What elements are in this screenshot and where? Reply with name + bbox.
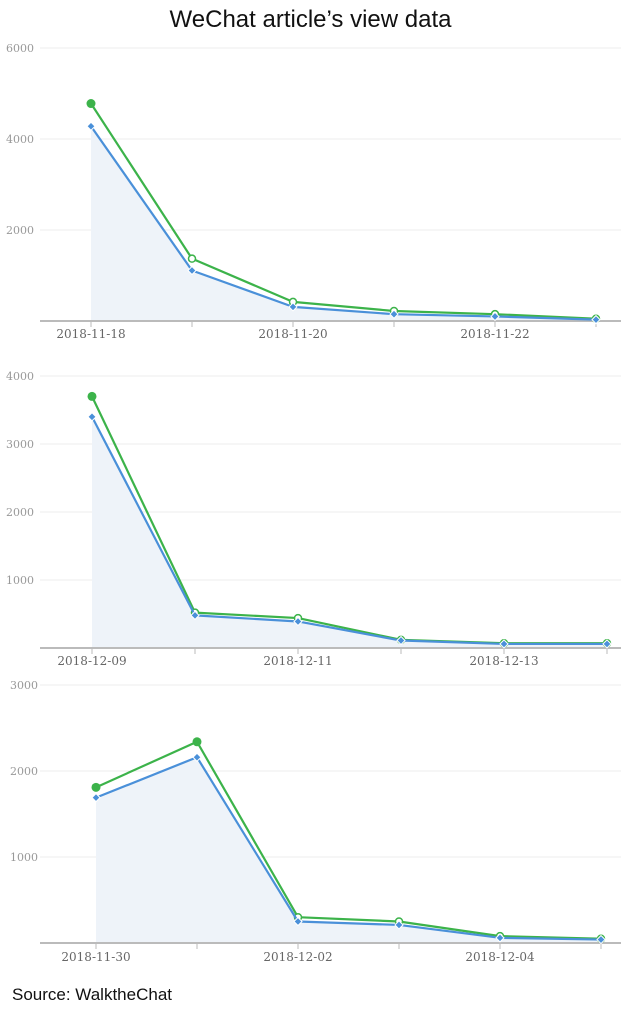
data-point-blue xyxy=(602,639,612,649)
data-point-blue xyxy=(190,610,200,621)
data-point-blue xyxy=(293,616,303,627)
x-tick-label: 2018-12-09 xyxy=(57,654,126,668)
chart-title: WeChat article’s view data xyxy=(169,6,452,33)
y-tick-label: 6000 xyxy=(6,42,34,55)
line-chart-2: 1000 2000 3000 4000 2018-12-09 2018-12-11 2018… xyxy=(0,365,621,670)
series-line-blue xyxy=(95,756,602,941)
data-point-blue xyxy=(288,302,298,312)
x-tick-label: 2018-11-30 xyxy=(61,950,130,964)
y-tick-label: 1000 xyxy=(10,851,38,864)
data-point-blue xyxy=(192,752,202,762)
y-tick-label: 4000 xyxy=(6,370,34,383)
data-point-blue xyxy=(591,314,601,325)
data-point-blue xyxy=(490,311,500,322)
data-point-blue xyxy=(91,792,101,803)
y-tick-label: 1000 xyxy=(6,574,34,587)
area-fill xyxy=(91,126,596,321)
data-point-green xyxy=(91,782,101,792)
x-tick-label: 2018-12-04 xyxy=(465,950,535,964)
data-point-blue xyxy=(394,920,404,930)
data-point-blue xyxy=(87,412,97,422)
chart-svg-1: 2000 4000 6000 2018-11-18 2018-11-20 2018-11-… xyxy=(6,42,621,341)
x-tick-label: 2018-11-20 xyxy=(258,327,327,341)
data-point-green xyxy=(86,99,96,109)
source-note: Source: WalktheChat xyxy=(12,985,172,1004)
y-tick-label: 3000 xyxy=(6,438,34,451)
data-point-blue xyxy=(596,934,606,945)
area-fill xyxy=(96,757,601,943)
series-line-green xyxy=(95,740,602,940)
chart-svg-2: 1000 2000 3000 4000 2018-12-09 2018-12-11 2018… xyxy=(6,370,621,668)
data-point-blue xyxy=(389,309,399,319)
data-point-blue xyxy=(293,916,303,927)
data-point-green xyxy=(192,737,202,747)
y-tick-label: 3000 xyxy=(10,679,38,692)
y-tick-label: 2000 xyxy=(6,506,34,519)
series-line-green xyxy=(90,102,597,320)
data-point-blue xyxy=(499,639,509,649)
x-tick-label: 2018-12-13 xyxy=(469,654,538,668)
x-tick-label: 2018-11-22 xyxy=(460,327,529,341)
x-tick-label: 2018-12-02 xyxy=(263,950,332,964)
series-line-blue xyxy=(90,125,597,321)
data-point-blue xyxy=(86,121,96,131)
data-point-green xyxy=(87,391,97,401)
line-chart-3: 1000 2000 3000 2018-11-30 2018-12-02 2018-12-… xyxy=(0,675,621,965)
line-chart-1: 2000 4000 6000 2018-11-18 2018-11-20 2018-11-… xyxy=(0,38,621,343)
data-point-green xyxy=(187,254,197,263)
data-point-blue xyxy=(187,265,197,276)
data-point-blue xyxy=(396,635,406,646)
y-tick-label: 2000 xyxy=(6,224,34,237)
x-tick-label: 2018-11-18 xyxy=(56,327,125,341)
series-line-blue xyxy=(91,416,607,646)
data-point-blue xyxy=(495,933,505,943)
chart-svg-3: 1000 2000 3000 2018-11-30 2018-12-02 2018-12-… xyxy=(10,679,621,964)
x-tick-label: 2018-12-11 xyxy=(263,654,332,668)
y-tick-label: 2000 xyxy=(10,765,38,778)
area-fill xyxy=(92,416,607,648)
y-tick-label: 4000 xyxy=(6,133,34,146)
